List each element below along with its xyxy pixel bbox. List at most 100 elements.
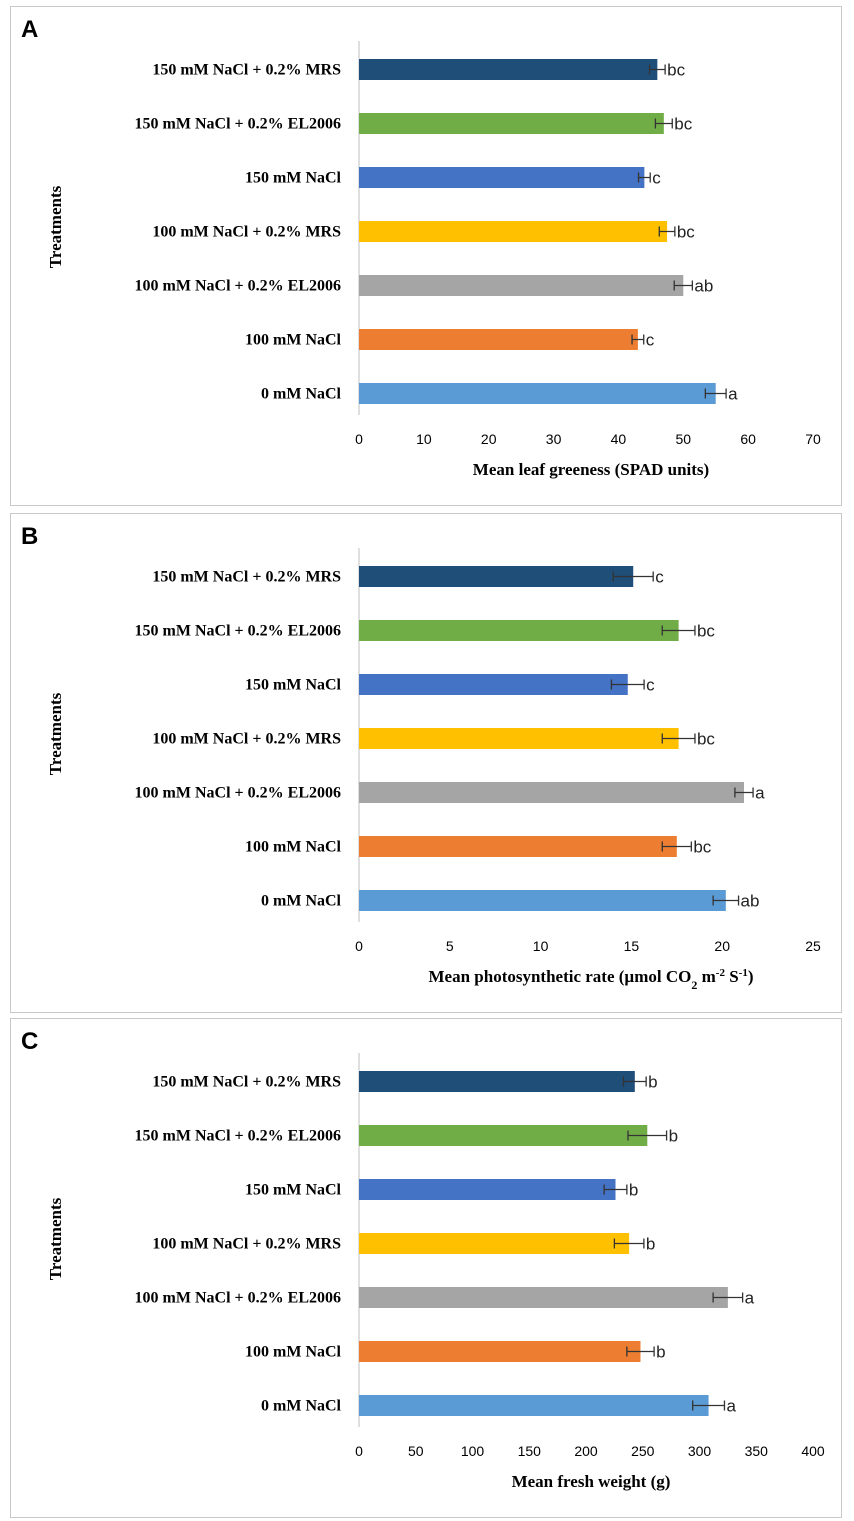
x-tick-label: 0 [355,431,363,447]
category-label: 100 mM NaCl [245,332,342,349]
error-bar [626,1346,655,1357]
panel-label: A [21,16,38,43]
x-tick-label: 250 [631,1443,655,1459]
bar [359,1071,635,1092]
significance-label: a [726,1397,736,1416]
x-tick-label: 300 [688,1443,712,1459]
error-bar [704,388,727,399]
significance-label: b [656,1343,665,1362]
category-label: 0 mM NaCl [261,893,342,910]
bar-chart: A Treatments 150 mM NaCl + 0.2% MRS bc 150 m… [21,16,821,479]
x-axis-title-part: S [725,967,739,986]
error-bar [692,1400,726,1411]
significance-label: b [669,1127,678,1146]
x-tick-label: 50 [675,431,691,447]
error-bar [648,64,666,75]
significance-label: b [629,1181,638,1200]
x-tick-label: 0 [355,938,363,954]
category-label: 150 mM NaCl + 0.2% EL2006 [135,1128,341,1145]
bar [359,566,634,587]
category-label: 150 mM NaCl [245,677,342,694]
bar [359,728,679,749]
significance-label: a [728,385,738,404]
x-tick-label: 15 [624,938,640,954]
x-axis-title-part: 2 [691,978,697,992]
x-axis-title: Mean leaf greeness (SPAD units) [473,460,709,479]
category-label: 0 mM NaCl [261,386,342,403]
category-label: 100 mM NaCl + 0.2% MRS [152,731,341,748]
error-bar [603,1184,628,1195]
significance-label: c [655,568,664,587]
x-tick-label: 20 [481,431,497,447]
panel-label: B [21,523,38,550]
y-axis-title: Treatments [46,692,65,775]
error-bar [612,571,654,582]
error-bar [712,895,740,906]
error-bar [637,172,651,183]
y-axis-title: Treatments [46,1197,65,1280]
x-axis-title: Mean fresh weight (g) [512,1472,671,1491]
category-label: 150 mM NaCl + 0.2% MRS [152,62,341,79]
error-bar [654,118,673,129]
x-tick-label: 70 [805,431,821,447]
significance-label: bc [667,61,685,80]
bar [359,383,716,404]
category-label: 150 mM NaCl + 0.2% MRS [152,569,341,586]
x-axis-title-part: Mean fresh weight (g) [512,1472,671,1491]
x-axis-title-part: -2 [716,967,726,979]
x-tick-label: 10 [533,938,549,954]
bar [359,836,677,857]
significance-label: c [652,169,661,188]
panel-label: C [21,1028,38,1055]
bar [359,1125,648,1146]
error-bar [658,226,676,237]
significance-label: bc [697,622,715,641]
x-axis-title-part: Mean leaf greeness (SPAD units) [473,460,709,479]
bar [359,1341,641,1362]
significance-label: a [755,784,765,803]
x-tick-label: 5 [446,938,454,954]
x-tick-label: 100 [461,1443,485,1459]
category-label: 100 mM NaCl + 0.2% EL2006 [135,278,341,295]
x-tick-label: 150 [518,1443,542,1459]
significance-label: bc [677,223,695,242]
category-label: 150 mM NaCl [245,170,342,187]
significance-label: bc [697,730,715,749]
error-bar [661,733,696,744]
chart-panel-a: A Treatments 150 mM NaCl + 0.2% MRS bc 150 m… [10,6,842,506]
y-axis-title: Treatments [46,185,65,268]
x-tick-label: 10 [416,431,432,447]
bar [359,1233,630,1254]
significance-label: c [646,331,655,350]
x-tick-label: 350 [745,1443,769,1459]
x-tick-label: 200 [574,1443,598,1459]
category-label: 150 mM NaCl + 0.2% MRS [152,1074,341,1091]
bar [359,221,668,242]
significance-label: ab [694,277,713,296]
x-tick-label: 30 [546,431,562,447]
bar [359,674,628,695]
x-tick-label: 0 [355,1443,363,1459]
bar [359,782,744,803]
category-label: 100 mM NaCl + 0.2% EL2006 [135,1290,341,1307]
error-bar [627,1130,668,1141]
bar [359,167,645,188]
error-bar [712,1292,744,1303]
significance-label: b [646,1235,655,1254]
x-axis-title: Mean photosynthetic rate (µmol CO2 m-2 S… [428,967,753,992]
significance-label: b [648,1073,657,1092]
significance-label: ab [741,892,760,911]
error-bar [673,280,694,291]
error-bar [613,1238,645,1249]
category-label: 100 mM NaCl [245,1344,342,1361]
x-axis-title-part: m [697,967,715,986]
x-tick-label: 20 [714,938,730,954]
category-label: 100 mM NaCl + 0.2% EL2006 [135,785,341,802]
chart-panel-b: B Treatments 150 mM NaCl + 0.2% MRS c 150 mM… [10,513,842,1013]
category-label: 100 mM NaCl + 0.2% MRS [152,1236,341,1253]
x-tick-label: 25 [805,938,821,954]
category-label: 100 mM NaCl + 0.2% MRS [152,224,341,241]
bar [359,275,684,296]
category-label: 150 mM NaCl [245,1182,342,1199]
significance-label: bc [693,838,711,857]
